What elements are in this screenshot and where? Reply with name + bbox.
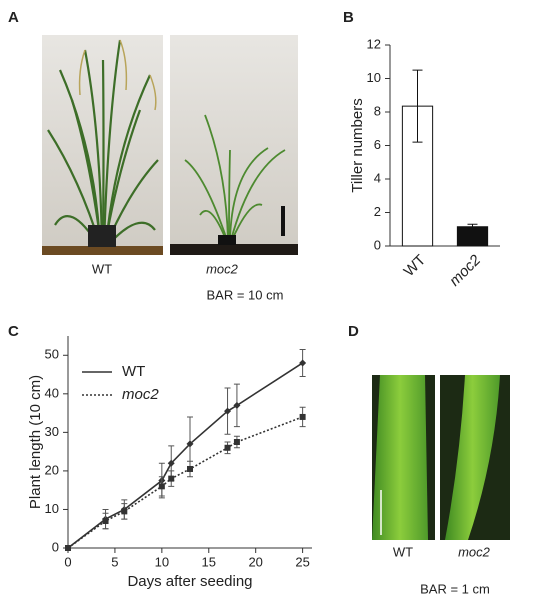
scale-note: BAR = 1 cm [420, 581, 490, 596]
marker [299, 359, 307, 367]
marker [224, 444, 231, 451]
error-bar [467, 223, 478, 230]
marker [168, 475, 175, 482]
panel-label: C [8, 323, 19, 340]
marker [102, 518, 109, 525]
scale-note: BAR = 10 cm [207, 287, 284, 302]
marker [233, 439, 240, 445]
y-tick-label: 2 [374, 204, 381, 219]
x-tick-label: WT [401, 252, 430, 281]
legend-label: WT [122, 363, 145, 380]
photo-label: WT [393, 544, 413, 559]
y-axis-label: Tiller numbers [349, 98, 366, 192]
photo-label: WT [92, 261, 112, 276]
y-tick-label: 20 [45, 462, 59, 477]
photo-wt-plant [42, 35, 163, 255]
y-tick-label: 10 [45, 501, 59, 516]
x-tick-label: 15 [202, 554, 216, 569]
marker [233, 401, 241, 409]
y-axis-label: Plant length (10 cm) [27, 375, 44, 509]
marker [299, 413, 306, 420]
x-tick-label: 0 [64, 554, 71, 569]
x-tick-label: 10 [155, 554, 169, 569]
marker [186, 440, 194, 448]
marker [65, 545, 71, 551]
y-tick-label: 10 [367, 70, 381, 85]
y-tick-label: 12 [367, 36, 381, 51]
x-axis-label: Days after seeding [127, 573, 252, 590]
y-tick-label: 8 [374, 103, 381, 118]
y-tick-label: 50 [45, 347, 59, 362]
marker [121, 508, 128, 515]
y-tick-label: 40 [45, 385, 59, 400]
photo-wt-leaf [372, 375, 435, 540]
marker [224, 407, 232, 415]
marker [167, 459, 175, 467]
marker [158, 483, 165, 490]
error-bar [412, 69, 423, 143]
y-tick-label: 4 [374, 170, 381, 185]
y-tick-label: 0 [374, 237, 381, 252]
panel-label: B [343, 9, 354, 26]
panel-label: D [348, 323, 359, 340]
y-tick-label: 6 [374, 137, 381, 152]
x-tick-label: 5 [111, 554, 118, 569]
photo-moc2-plant [170, 35, 298, 255]
y-tick-label: 30 [45, 424, 59, 439]
legend-label: moc2 [122, 386, 159, 403]
panel-label: A [8, 9, 19, 26]
photo-label: moc2 [458, 544, 491, 559]
photo-label: moc2 [206, 261, 239, 276]
x-tick-label: 20 [248, 554, 262, 569]
x-tick-label: moc2 [446, 251, 484, 289]
marker [187, 465, 193, 472]
y-tick-label: 0 [52, 539, 59, 554]
x-tick-label: 25 [295, 554, 309, 569]
photo-moc2-leaf [440, 375, 510, 540]
